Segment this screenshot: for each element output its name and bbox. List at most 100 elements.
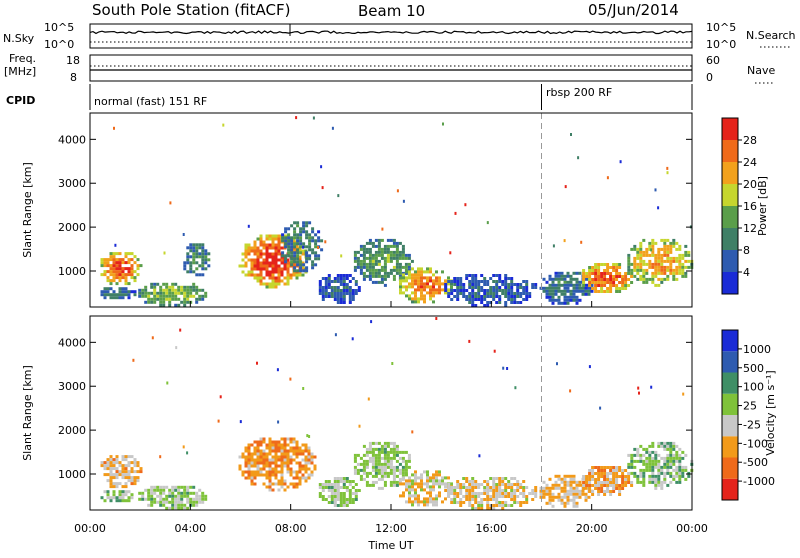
- heat-cell-7: [468, 489, 472, 492]
- heat-cell-8: [411, 267, 414, 271]
- heat-cell-0: [130, 270, 134, 274]
- heat-cell-2: [162, 294, 166, 298]
- heat-cell-2: [192, 285, 196, 289]
- heat-cell-5: [368, 456, 372, 460]
- heat-cell-10: [551, 283, 555, 287]
- heat-cell-6: [324, 292, 328, 295]
- heat-cell-2: [165, 282, 169, 286]
- heat-cell-8: [420, 270, 423, 274]
- heat-cell-8: [557, 486, 561, 490]
- heat-cell-1: [100, 496, 104, 500]
- heat-cell-7: [356, 259, 360, 263]
- heat-cell-5: [374, 462, 378, 466]
- heat-cell-8: [563, 480, 567, 484]
- heat-cell-3: [280, 485, 284, 489]
- heat-cell-8: [417, 288, 420, 292]
- heat-cell-0: [106, 479, 110, 483]
- heat-cell-9: [585, 475, 589, 478]
- heat-cell-9: [609, 490, 613, 493]
- heat-cell-8: [399, 288, 402, 292]
- heat-cell-7: [377, 244, 381, 248]
- heat-cell-10: [660, 471, 664, 475]
- heat-cell-10: [563, 292, 567, 296]
- heat-cell-2: [144, 285, 148, 289]
- heat-cell-10: [654, 456, 658, 460]
- x-tick-label: 04:00: [174, 522, 206, 535]
- heat-cell-7: [495, 495, 499, 498]
- y-tick-label: 2000: [58, 221, 86, 234]
- heat-cell-6: [345, 289, 349, 292]
- heat-cell-3: [280, 449, 284, 453]
- heat-cell-2: [147, 300, 151, 304]
- heat-cell-5: [299, 239, 303, 243]
- heat-cell-10: [587, 286, 591, 290]
- heat-cell-0: [109, 476, 113, 480]
- heat-cell-10: [654, 480, 658, 484]
- heat-cell-8: [566, 483, 570, 487]
- heat-cell-6: [435, 476, 438, 480]
- heat-cell-9: [453, 283, 457, 286]
- heat-speckle: [169, 201, 172, 205]
- heat-speckle: [402, 199, 405, 203]
- heat-cell-5: [404, 468, 408, 472]
- heat-cell-12: [666, 259, 670, 263]
- heat-cell-5: [317, 236, 321, 240]
- heat-cell-9: [471, 298, 475, 301]
- heat-cell-4: [295, 276, 299, 280]
- heat-cell-4: [265, 270, 269, 274]
- heat-cell-8: [548, 477, 552, 481]
- heat-cell-10: [636, 474, 640, 478]
- heat-cell-4: [262, 240, 266, 244]
- heat-cell-3: [283, 449, 287, 453]
- heat-cell-6: [333, 277, 337, 280]
- heat-cell-4: [277, 279, 281, 283]
- heat-cell-3: [280, 443, 284, 447]
- heat-cell-7: [368, 241, 372, 245]
- heat-cell-8: [420, 291, 423, 295]
- heat-cell-9: [585, 478, 589, 481]
- heat-cell-4: [271, 246, 275, 250]
- heat-cell-4: [348, 489, 352, 492]
- heat-cell-12: [654, 271, 658, 275]
- heat-cell-6: [411, 479, 414, 483]
- heat-cell-12: [681, 256, 685, 260]
- heat-cell-11: [600, 287, 604, 290]
- heat-cell-2: [168, 297, 172, 301]
- heat-cell-8: [420, 294, 423, 298]
- heat-cell-2: [162, 500, 166, 504]
- heat-cell-3: [268, 479, 272, 483]
- heat-cell-3: [189, 264, 193, 268]
- heat-cell-2: [177, 291, 181, 295]
- heat-cell-10: [642, 471, 646, 475]
- heat-cell-12: [642, 268, 646, 272]
- y-tick-label: 4000: [58, 336, 86, 349]
- heat-cell-2: [180, 497, 184, 501]
- heat-cell-11: [591, 269, 595, 272]
- heat-cell-3: [247, 470, 251, 474]
- heat-cell-10: [651, 456, 655, 460]
- heat-cell-3: [298, 446, 302, 450]
- heat-cell-8: [408, 270, 411, 274]
- heat-cell-6: [345, 283, 349, 286]
- heat-cell-5: [383, 450, 387, 454]
- heat-cell-4: [342, 498, 346, 501]
- heat-cell-7: [531, 489, 535, 492]
- heat-cell-4: [318, 495, 322, 498]
- heat-cell-7: [462, 486, 466, 489]
- heat-cell-10: [651, 444, 655, 448]
- heat-cell-2: [174, 294, 178, 298]
- heat-cell-4: [277, 234, 281, 238]
- heat-cell-8: [569, 486, 573, 490]
- heat-cell-11: [594, 275, 598, 278]
- heat-cell-3: [259, 470, 263, 474]
- heat-cell-2: [150, 291, 154, 295]
- heat-cell-3: [274, 467, 278, 471]
- heat-cell-7: [365, 247, 369, 251]
- heat-cell-7: [407, 256, 411, 260]
- heat-speckle: [657, 206, 660, 210]
- heat-cell-5: [383, 480, 387, 484]
- heat-cell-0: [112, 270, 116, 274]
- heat-speckle: [358, 424, 361, 428]
- heat-cell-0: [109, 273, 113, 277]
- heat-cell-7: [395, 268, 399, 272]
